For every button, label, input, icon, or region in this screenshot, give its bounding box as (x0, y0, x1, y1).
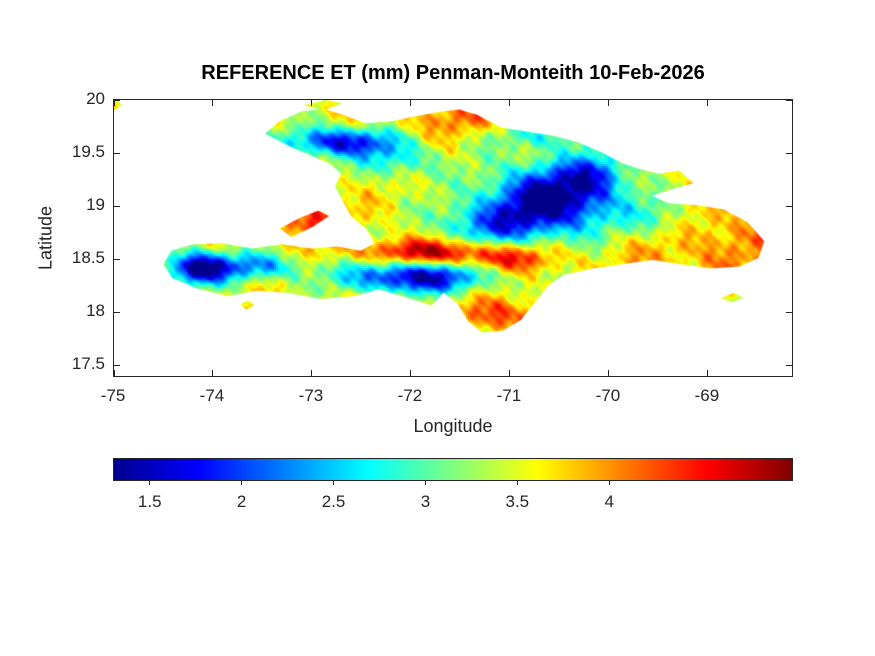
y-tick-mark (114, 311, 120, 313)
y-tick-mark (786, 152, 792, 154)
x-tick-label: -70 (595, 386, 621, 405)
chart-title: REFERENCE ET (mm) Penman-Monteith 10-Feb… (201, 62, 705, 84)
x-tick-mark (608, 100, 610, 106)
y-tick-mark (786, 311, 792, 313)
x-tick-label: -74 (199, 386, 225, 405)
colorbar-tick-label: 2 (236, 492, 247, 511)
x-tick-mark (707, 370, 709, 376)
y-tick-label: 20 (86, 89, 105, 108)
x-tick-mark (608, 370, 610, 376)
x-tick-mark (212, 100, 214, 106)
y-tick-mark (786, 258, 792, 260)
x-tick-mark (311, 370, 313, 376)
y-tick-mark (114, 99, 120, 101)
x-tick-label: -75 (100, 386, 126, 405)
colorbar-tick-label: 3.5 (505, 492, 530, 511)
x-tick-mark (707, 100, 709, 106)
colorbar-tick-mark (516, 481, 518, 485)
y-tick-label: 17.5 (71, 354, 105, 374)
x-tick-mark (509, 100, 511, 106)
y-tick-mark (114, 152, 120, 154)
y-tick-mark (114, 205, 120, 207)
y-tick-label: 18 (86, 301, 105, 321)
x-tick-label: -69 (694, 386, 720, 405)
y-tick-mark (786, 99, 792, 101)
colorbar-tick-mark (608, 481, 610, 485)
x-tick-mark (509, 370, 511, 376)
x-tick-mark (410, 370, 412, 376)
colorbar-tick-mark (241, 481, 243, 485)
colorbar-tick-mark (333, 481, 335, 485)
x-tick-label: -72 (397, 386, 423, 405)
x-tick-label: -73 (298, 386, 324, 405)
y-tick-mark (114, 258, 120, 260)
y-tick-label: 19.5 (71, 142, 105, 162)
x-tick-mark (212, 370, 214, 376)
y-tick-label: 18.5 (71, 248, 105, 268)
x-tick-mark (311, 100, 313, 106)
y-tick-label: 19 (86, 195, 105, 215)
colorbar-tick-label: 2.5 (321, 492, 346, 511)
et-heatmap-canvas (114, 100, 792, 376)
x-tick-mark (113, 370, 115, 376)
y-tick-mark (786, 364, 792, 366)
colorbar-tick-label: 3 (420, 492, 431, 511)
colorbar-tick-label: 1.5 (137, 492, 162, 511)
colorbar (113, 458, 793, 481)
colorbar-tick-mark (149, 481, 151, 485)
x-tick-label: -71 (496, 386, 522, 405)
colorbar-tick-label: 4 (604, 492, 614, 511)
colorbar-tick-mark (424, 481, 426, 485)
y-tick-mark (786, 205, 792, 207)
x-tick-mark (410, 100, 412, 106)
x-tick-mark (113, 100, 115, 106)
y-tick-mark (114, 364, 120, 366)
x-axis-label: Longitude (413, 416, 493, 436)
plot-area (113, 99, 793, 377)
